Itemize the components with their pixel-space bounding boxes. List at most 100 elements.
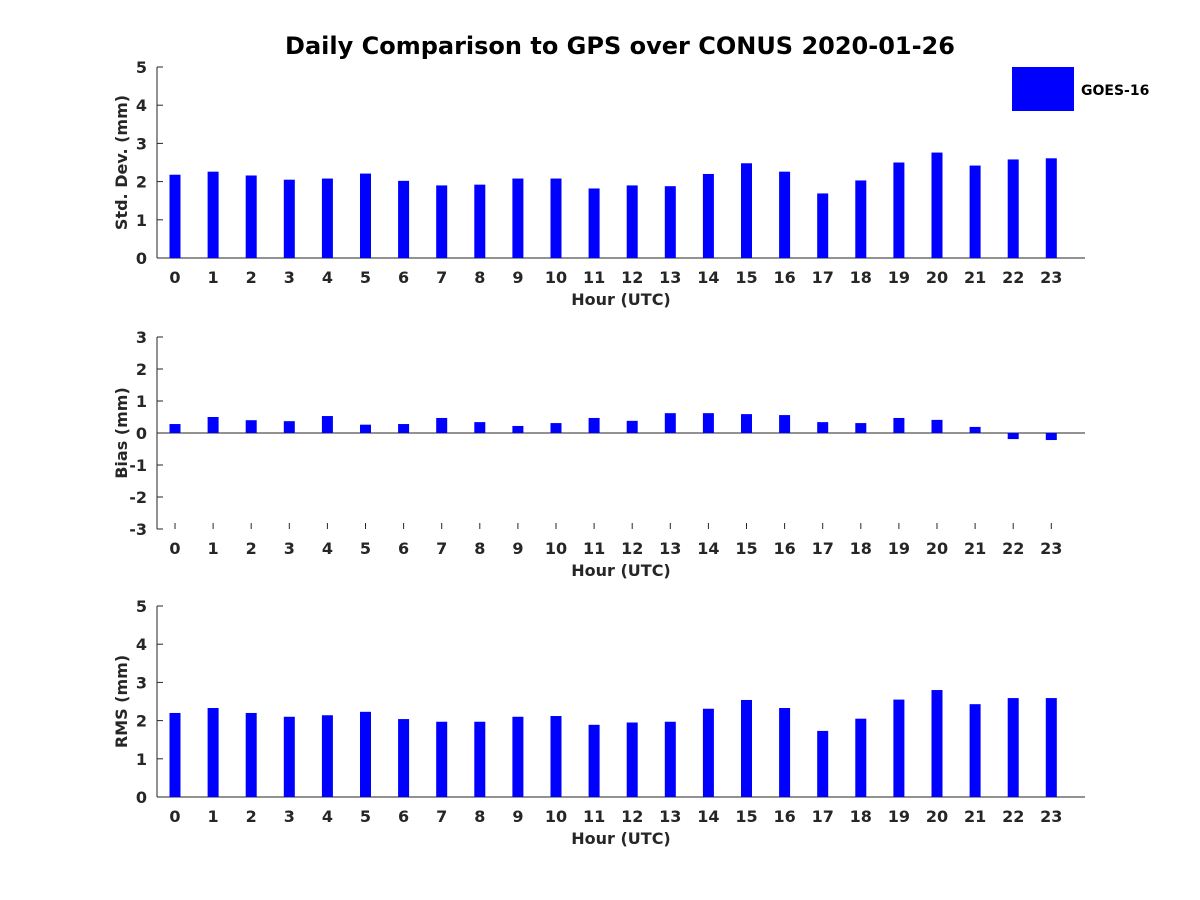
bar-rms-hour-21 — [969, 704, 981, 797]
bar-std-hour-23 — [1045, 158, 1057, 258]
x-tick-label: 23 — [1040, 539, 1062, 558]
bar-bias-hour-5 — [360, 424, 371, 433]
x-tick-label: 7 — [436, 539, 447, 558]
bar-std-hour-2 — [245, 175, 257, 258]
x-tick-label: 17 — [812, 539, 834, 558]
bar-rms-hour-2 — [245, 712, 257, 797]
x-tick-label: 2 — [246, 539, 257, 558]
y-tick-label: 0 — [136, 424, 147, 443]
y-tick-label: 5 — [136, 58, 147, 77]
x-tick-label: 15 — [735, 268, 757, 287]
x-tick-label: 15 — [735, 539, 757, 558]
bar-bias-hour-19 — [893, 417, 905, 433]
x-tick-label: 13 — [659, 268, 681, 287]
y-tick-label: -1 — [129, 456, 147, 475]
bar-rms-hour-5 — [360, 711, 371, 797]
bar-rms-hour-19 — [893, 699, 905, 797]
x-tick-label: 15 — [735, 807, 757, 826]
y-tick-label: 4 — [136, 635, 147, 654]
bar-std-hour-3 — [283, 179, 295, 258]
bar-std-hour-0 — [169, 174, 181, 258]
bar-rms-hour-17 — [817, 730, 829, 797]
bar-bias-hour-23 — [1045, 433, 1057, 441]
bar-rms-hour-3 — [283, 716, 295, 797]
bar-bias-hour-6 — [398, 424, 410, 433]
bar-std-hour-15 — [741, 163, 752, 258]
x-tick-label: 9 — [512, 268, 523, 287]
y-tick-label: 0 — [136, 788, 147, 807]
bar-rms-hour-16 — [779, 707, 791, 797]
bar-rms-hour-4 — [321, 715, 333, 797]
x-tick-label: 22 — [1002, 268, 1024, 287]
bar-rms-hour-13 — [664, 721, 676, 797]
x-tick-label: 10 — [545, 807, 567, 826]
x-tick-label: 4 — [322, 268, 333, 287]
x-tick-label: 17 — [812, 807, 834, 826]
x-tick-label: 7 — [436, 807, 447, 826]
x-tick-label: 23 — [1040, 807, 1062, 826]
bar-std-hour-16 — [779, 171, 791, 258]
bar-rms-hour-12 — [626, 722, 638, 797]
bar-std-hour-19 — [893, 162, 905, 258]
bar-std-hour-18 — [855, 180, 867, 258]
x-tick-label: 23 — [1040, 268, 1062, 287]
x-tick-label: 22 — [1002, 539, 1024, 558]
bar-bias-hour-20 — [931, 419, 943, 433]
y-tick-label: 1 — [136, 750, 147, 769]
y-tick-label: 3 — [136, 328, 147, 347]
y-tick-label: -2 — [129, 488, 147, 507]
bar-std-hour-10 — [550, 178, 562, 258]
x-tick-label: 7 — [436, 268, 447, 287]
bar-bias-hour-14 — [702, 413, 714, 433]
bar-std-hour-20 — [931, 152, 943, 258]
y-tick-label: 2 — [136, 360, 147, 379]
bar-std-hour-17 — [817, 193, 829, 258]
x-tick-label: 16 — [773, 807, 795, 826]
bar-rms-hour-0 — [169, 712, 181, 797]
bar-std-hour-21 — [969, 165, 981, 258]
x-tick-label: 14 — [697, 268, 719, 287]
y-tick-label: 5 — [136, 597, 147, 616]
y-tick-label: 2 — [136, 173, 147, 192]
x-tick-label: 8 — [474, 268, 485, 287]
x-tick-label: 6 — [398, 807, 409, 826]
bar-bias-hour-0 — [169, 424, 181, 433]
x-tick-label: 21 — [964, 539, 986, 558]
x-tick-label: 19 — [888, 268, 910, 287]
bar-std-hour-22 — [1007, 159, 1019, 258]
x-tick-label: 12 — [621, 807, 643, 826]
x-tick-label: 11 — [583, 807, 605, 826]
x-tick-label: 3 — [284, 807, 295, 826]
bar-bias-hour-3 — [283, 421, 295, 433]
bar-rms-hour-22 — [1007, 698, 1019, 797]
bar-rms-hour-1 — [207, 707, 219, 797]
x-tick-label: 12 — [621, 539, 643, 558]
y-tick-label: 0 — [136, 249, 147, 268]
bar-std-hour-6 — [398, 180, 410, 258]
x-tick-label: 20 — [926, 268, 948, 287]
bar-std-hour-13 — [664, 186, 676, 258]
x-tick-label: 18 — [850, 268, 872, 287]
x-tick-label: 4 — [322, 539, 333, 558]
x-tick-label: 0 — [169, 268, 180, 287]
bar-std-hour-14 — [702, 173, 714, 258]
x-axis-label: Hour (UTC) — [571, 290, 671, 309]
x-tick-label: 3 — [284, 539, 295, 558]
x-tick-label: 13 — [659, 807, 681, 826]
x-tick-label: 5 — [360, 268, 371, 287]
bar-rms-hour-9 — [512, 716, 524, 797]
bar-std-hour-8 — [474, 184, 486, 258]
x-tick-label: 19 — [888, 539, 910, 558]
x-tick-label: 20 — [926, 807, 948, 826]
x-tick-label: 11 — [583, 268, 605, 287]
y-tick-label: 2 — [136, 712, 147, 731]
x-tick-label: 2 — [246, 807, 257, 826]
x-tick-label: 21 — [964, 807, 986, 826]
x-tick-label: 0 — [169, 807, 180, 826]
y-axis-label: RMS (mm) — [112, 655, 131, 748]
x-tick-label: 1 — [208, 807, 219, 826]
x-tick-label: 16 — [773, 268, 795, 287]
